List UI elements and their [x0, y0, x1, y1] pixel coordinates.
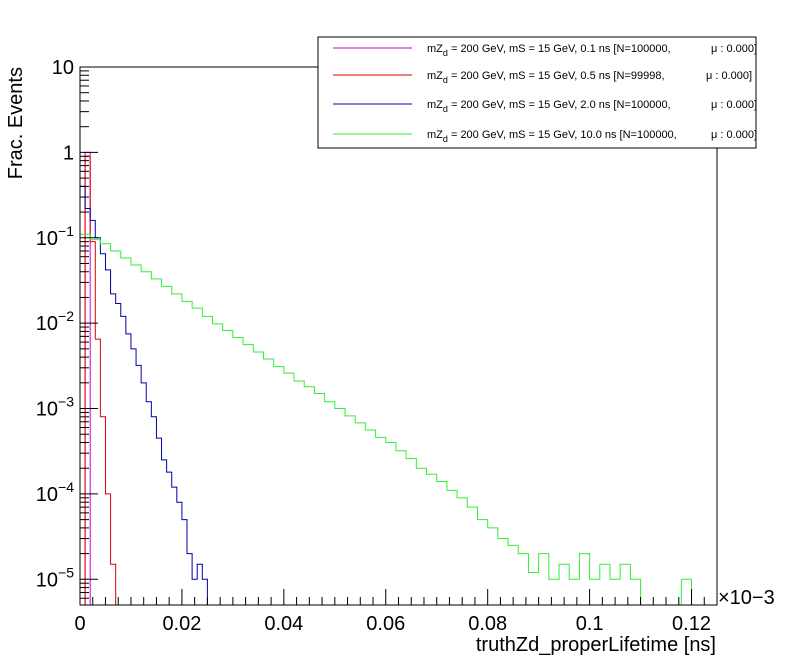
series-3-line — [79, 233, 702, 606]
legend-mu-2: μ : 0.000] — [711, 99, 757, 111]
legend-mu-0: μ : 0.000] — [711, 43, 757, 55]
legend-entries: mZd = 200 GeV, mS = 15 GeV, 0.1 ns [N=10… — [333, 43, 757, 144]
x-axis-ticks: 0 0.02 0.04 0.06 0.08 0.1 0.12 — [74, 589, 718, 635]
y-axis-ticks: 10−5 10−4 10−3 10−2 10−1 1 10 — [36, 57, 98, 599]
x-tick-label: 0.02 — [162, 613, 201, 635]
x-axis-multiplier: ×10−3 — [718, 587, 775, 609]
y-tick-label: 10 — [52, 57, 74, 79]
x-tick-label: 0.08 — [468, 613, 507, 635]
x-axis-title: truthZd_properLifetime [ns] — [476, 634, 716, 656]
y-tick-label: 10−1 — [36, 223, 74, 250]
y-tick-label: 10−3 — [36, 394, 74, 421]
y-tick-label: 1 — [63, 142, 74, 164]
y-tick-label: 10−5 — [36, 564, 74, 591]
x-tick-label: 0 — [74, 613, 85, 635]
legend-label-0: mZd = 200 GeV, mS = 15 GeV, 0.1 ns [N=10… — [427, 43, 671, 58]
x-tick-label: 0.06 — [366, 613, 405, 635]
legend-box — [317, 36, 757, 149]
y-tick-label: 10−4 — [36, 479, 74, 506]
x-tick-label: 0.04 — [264, 613, 303, 635]
y-tick-label: 10−2 — [36, 308, 74, 335]
legend-mu-1: μ : 0.000] — [706, 70, 752, 82]
series-2-line — [79, 185, 208, 605]
legend-mu-3: μ : 0.000] — [711, 129, 757, 141]
x-tick-label: 0.1 — [576, 613, 604, 635]
y-axis-title: Frac. Events — [5, 67, 27, 179]
series-1-line — [84, 155, 117, 605]
legend: mZd = 200 GeV, mS = 15 GeV, 0.1 ns [N=10… — [317, 36, 757, 149]
series-layer — [79, 151, 702, 606]
legend-label-1: mZd = 200 GeV, mS = 15 GeV, 0.5 ns [N=99… — [427, 70, 665, 85]
legend-label-3: mZd = 200 GeV, mS = 15 GeV, 10.0 ns [N=1… — [427, 129, 677, 144]
legend-label-2: mZd = 200 GeV, mS = 15 GeV, 2.0 ns [N=10… — [427, 99, 671, 114]
x-tick-label: 0.12 — [672, 613, 711, 635]
